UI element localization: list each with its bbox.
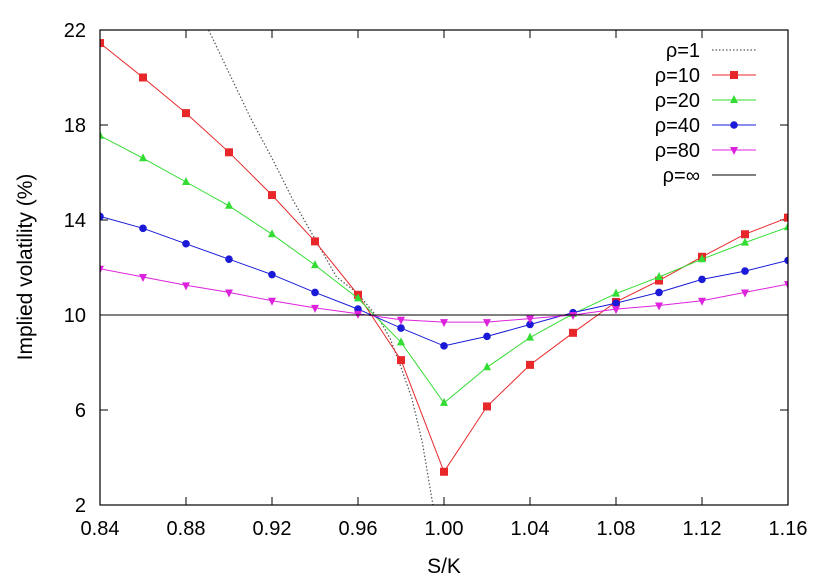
x-tick-label: 0.92	[253, 518, 292, 540]
data-point-triangle	[612, 288, 620, 297]
data-point-square	[655, 276, 663, 285]
x-tick-label: 0.88	[167, 518, 206, 540]
y-tick-label: 14	[64, 210, 86, 232]
data-point-circle	[741, 267, 749, 275]
data-point-circle	[784, 256, 788, 265]
data-point-triangle	[655, 272, 663, 280]
legend-label: ρ=40	[655, 115, 700, 137]
data-point-triangle	[440, 397, 448, 406]
y-tick-label: 18	[64, 115, 86, 137]
data-point-circle	[655, 288, 663, 297]
data-point-circle	[139, 224, 147, 233]
series-line	[100, 268, 788, 323]
data-point-square	[139, 73, 147, 82]
data-point-triangle	[698, 254, 706, 263]
x-tick-label: 1.00	[425, 518, 464, 540]
data-point-triangle	[268, 229, 276, 238]
data-point-circle	[311, 288, 319, 297]
x-tick-label: 0.84	[81, 518, 120, 540]
x-tick-label: 0.96	[339, 518, 378, 540]
y-tick-label: 10	[64, 305, 86, 327]
data-point-triangle	[784, 222, 788, 231]
data-point-circle	[612, 299, 620, 307]
data-point-triangle-down	[612, 306, 620, 315]
data-point-circle	[182, 239, 190, 248]
data-point-circle	[268, 270, 276, 279]
data-point-triangle	[526, 332, 534, 341]
data-point-square	[483, 402, 491, 411]
data-point-triangle	[139, 153, 147, 162]
data-point-triangle	[730, 95, 738, 103]
data-point-square	[730, 71, 738, 79]
y-tick-label: 6	[75, 400, 86, 422]
data-point-triangle-down	[311, 304, 319, 313]
data-point-triangle-down	[730, 147, 738, 155]
data-point-circle	[698, 275, 706, 284]
data-point-circle	[397, 324, 405, 332]
legend-label: ρ=20	[655, 90, 700, 112]
data-point-square	[100, 39, 104, 48]
data-point-triangle	[741, 237, 749, 246]
data-point-triangle-down	[182, 282, 190, 291]
data-point-triangle-down	[784, 281, 788, 290]
data-point-triangle-down	[655, 302, 663, 311]
legend: ρ=1 ρ=10 ρ=20 ρ=40 ρ=80 ρ=∞	[655, 40, 756, 187]
data-point-triangle-down	[483, 319, 491, 328]
data-point-triangle	[397, 337, 405, 346]
data-point-triangle-down	[569, 312, 577, 320]
data-point-triangle-down	[268, 297, 276, 306]
data-point-triangle-down	[397, 316, 405, 325]
x-tick-label: 1.04	[511, 518, 550, 540]
data-point-square	[526, 360, 534, 369]
series-layer	[100, 30, 788, 505]
x-tick-label: 1.08	[597, 518, 636, 540]
plot-frame	[99, 29, 789, 506]
data-point-triangle-down	[100, 265, 104, 274]
data-point-square	[440, 467, 448, 476]
series-0	[207, 30, 434, 505]
y-tick-label: 2	[75, 495, 86, 517]
data-point-square	[784, 213, 788, 222]
x-axis-label: S/K	[427, 555, 461, 578]
data-point-triangle-down	[741, 289, 749, 298]
x-tick-label: 1.16	[769, 518, 808, 540]
data-point-triangle-down	[139, 274, 147, 282]
series-4	[100, 265, 788, 328]
data-point-triangle	[311, 260, 319, 269]
data-point-triangle-down	[440, 319, 448, 328]
data-point-triangle-down	[526, 315, 534, 324]
y-tick-label: 22	[64, 20, 86, 42]
data-point-square	[182, 109, 190, 118]
legend-label: ρ=∞	[663, 165, 700, 187]
data-point-circle	[225, 255, 233, 263]
y-axis-label: Implied volatility (%)	[14, 174, 37, 361]
legend-label: ρ=1	[666, 40, 700, 62]
data-point-circle	[526, 320, 534, 329]
data-point-triangle-down	[225, 289, 233, 298]
legend-label: ρ=80	[655, 140, 700, 162]
data-point-square	[397, 356, 405, 365]
data-point-triangle	[225, 200, 233, 209]
data-point-triangle	[483, 362, 491, 371]
data-point-triangle	[354, 293, 362, 302]
data-point-square	[311, 237, 319, 246]
x-tick-label: 1.12	[683, 518, 722, 540]
data-point-square	[741, 230, 749, 239]
data-point-square	[569, 328, 577, 337]
data-point-square	[225, 148, 233, 157]
data-point-triangle	[100, 130, 104, 139]
data-point-triangle-down	[698, 297, 706, 306]
legend-label: ρ=10	[655, 65, 700, 87]
data-point-circle	[730, 121, 738, 129]
data-point-circle	[440, 342, 448, 350]
axis-ticks: 0.84 0.88 0.92 0.96 1.00 1.04 1.08 1.12 1.16 2 6 10…	[64, 20, 808, 540]
series-line	[207, 30, 434, 505]
data-point-triangle	[182, 177, 190, 185]
data-point-circle	[100, 212, 104, 221]
data-point-square	[268, 191, 276, 200]
data-point-circle	[483, 332, 491, 341]
series-3	[100, 212, 788, 350]
